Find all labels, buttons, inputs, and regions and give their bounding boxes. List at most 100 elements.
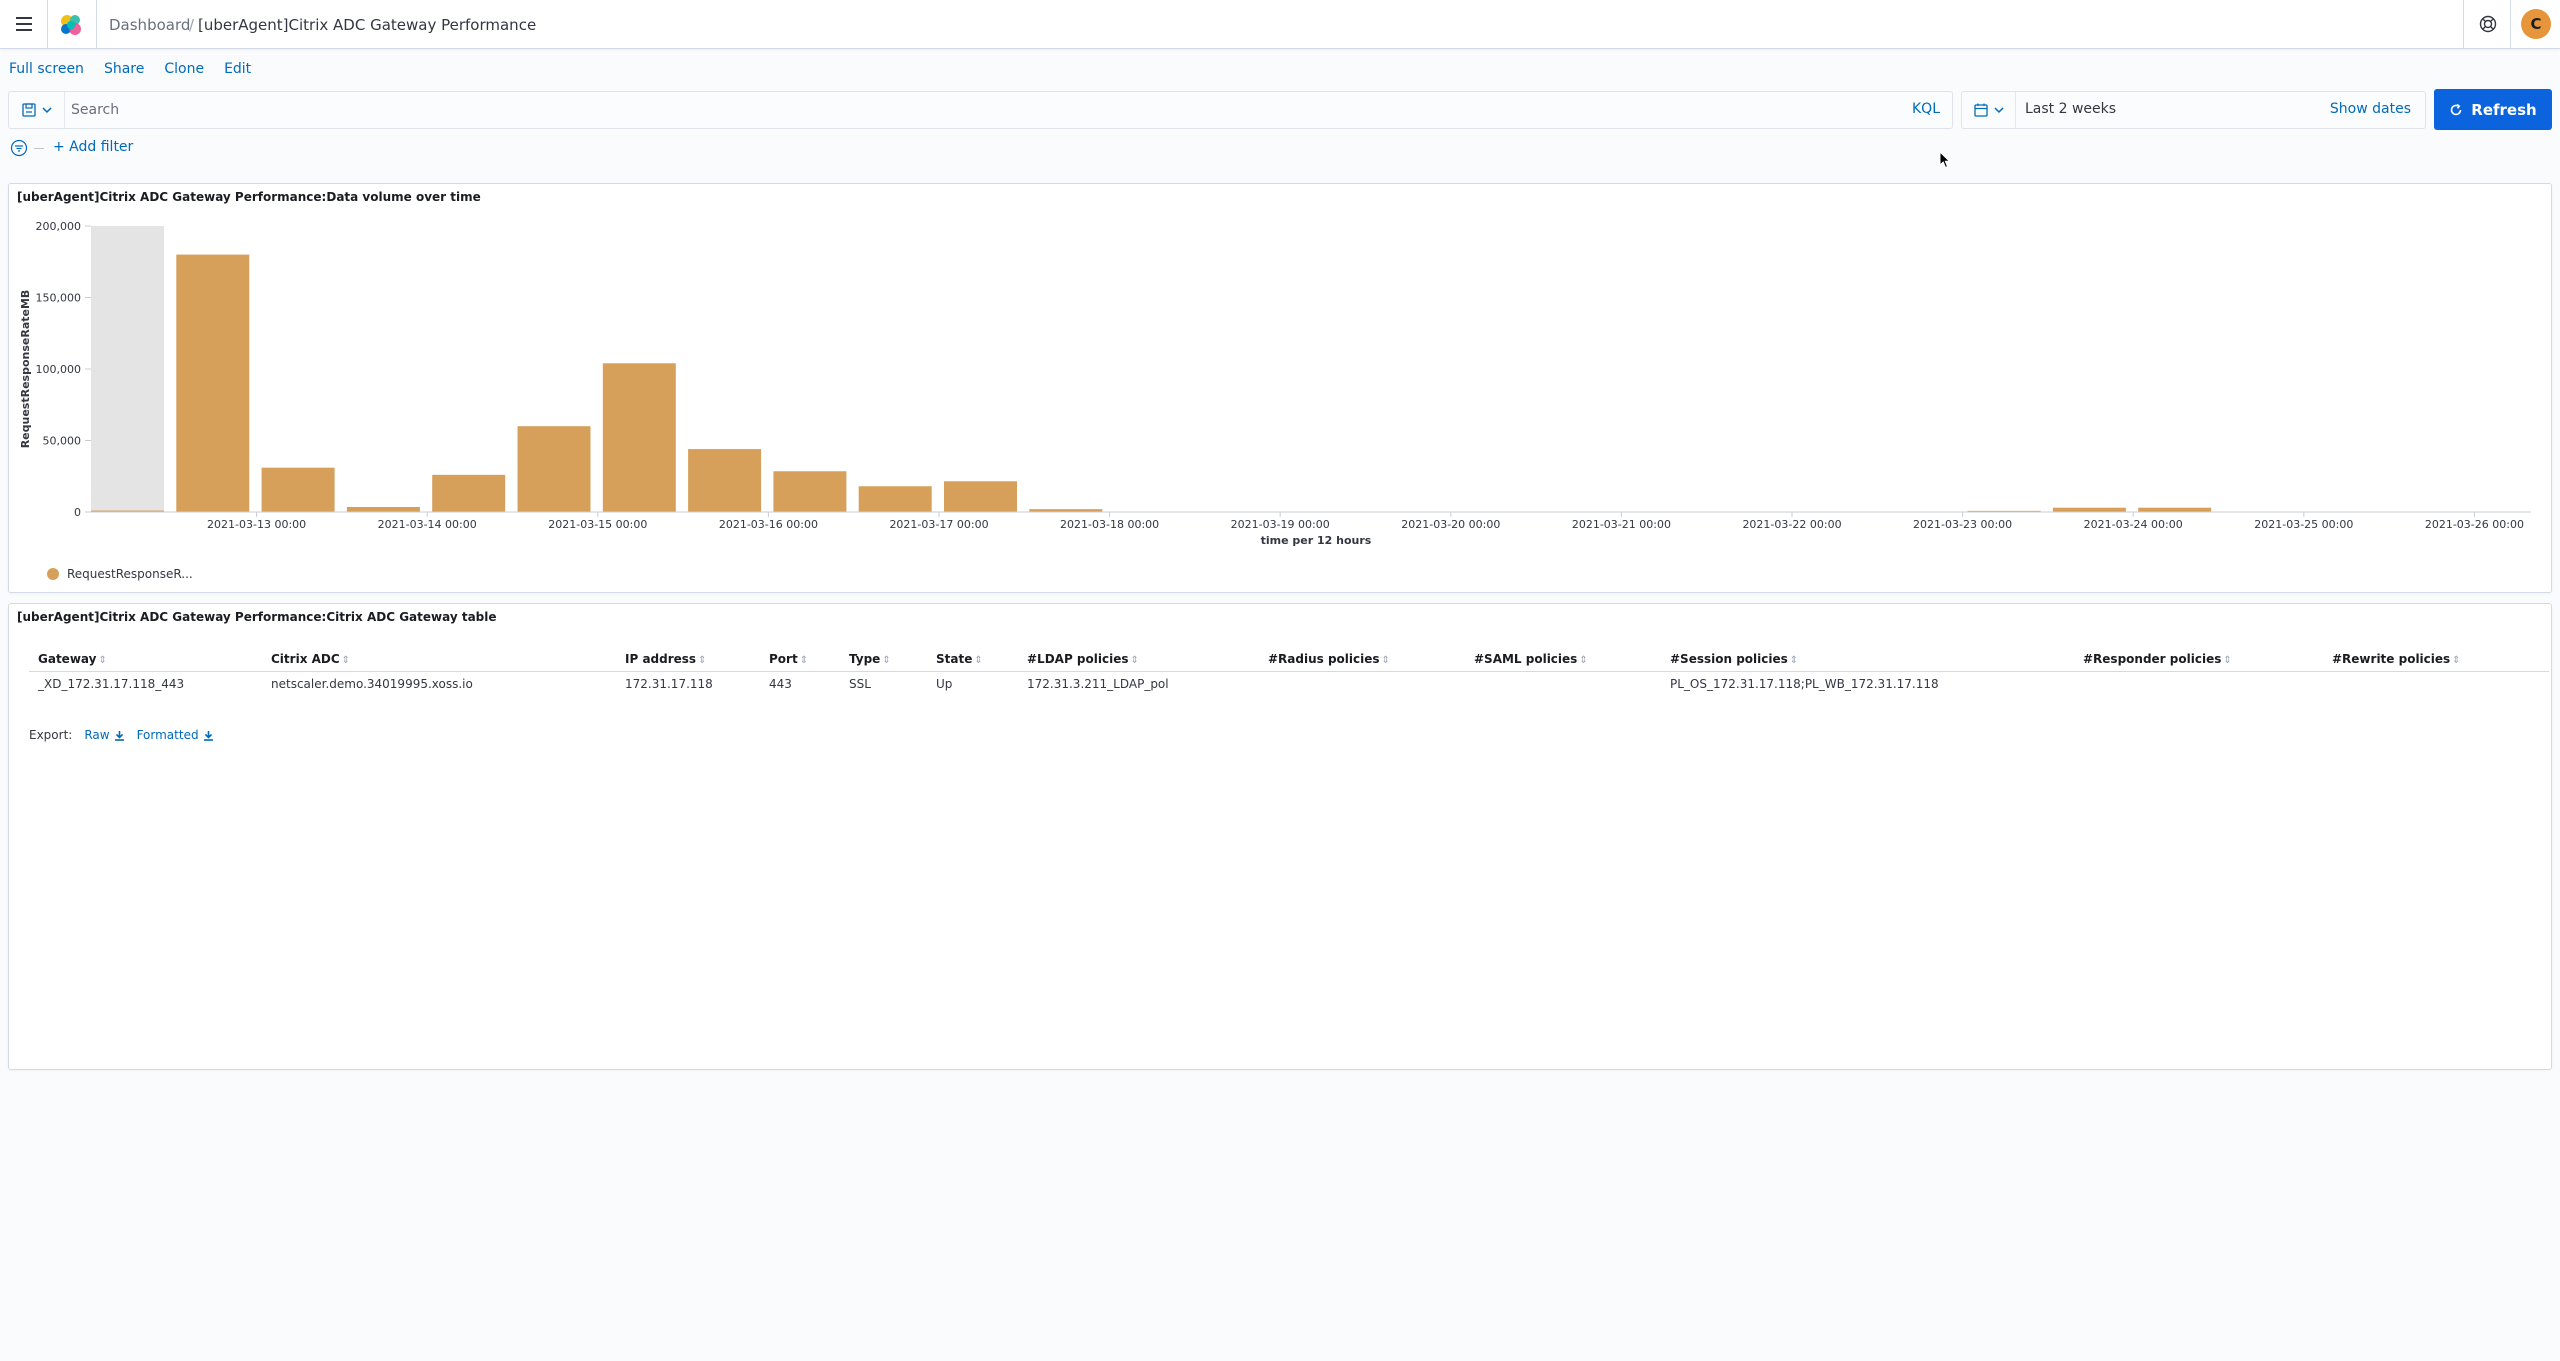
cell-ldap-policies: 172.31.3.211_LDAP_pol xyxy=(1027,677,1169,691)
x-tick-label: 2021-03-21 00:00 xyxy=(1572,518,1671,531)
col-citrix-adc[interactable]: Citrix ADC ⇕ xyxy=(271,652,351,666)
refresh-label: Refresh xyxy=(2471,100,2537,119)
table-header: Gateway ⇕ Citrix ADC ⇕ IP address ⇕ Port ⇕ T… xyxy=(29,650,2549,672)
y-axis-label: RequestResponseRateMB xyxy=(19,290,32,449)
mouse-cursor-icon xyxy=(1939,151,1951,169)
x-tick-label: 2021-03-23 00:00 xyxy=(1913,518,2012,531)
x-tick-label: 2021-03-26 00:00 xyxy=(2425,518,2524,531)
elastic-logo[interactable] xyxy=(58,12,84,38)
add-filter-button[interactable]: + Add filter xyxy=(53,139,134,155)
filter-options-icon[interactable] xyxy=(10,139,28,157)
cell-port: 443 xyxy=(769,677,792,691)
x-tick-label: 2021-03-20 00:00 xyxy=(1401,518,1500,531)
chart-bar xyxy=(517,426,591,512)
edit-link[interactable]: Edit xyxy=(224,61,252,77)
table-panel-title: [uberAgent]Citrix ADC Gateway Performanc… xyxy=(17,610,497,624)
col-state[interactable]: State ⇕ xyxy=(936,652,983,666)
col-port[interactable]: Port ⇕ xyxy=(769,652,809,666)
col-gateway[interactable]: Gateway ⇕ xyxy=(38,652,107,666)
quick-date-button[interactable] xyxy=(1962,92,2016,128)
col-ip-address[interactable]: IP address ⇕ xyxy=(625,652,707,666)
x-tick-label: 2021-03-14 00:00 xyxy=(378,518,477,531)
saved-query-button[interactable] xyxy=(9,92,65,128)
header-divider xyxy=(47,0,48,48)
chart-bar xyxy=(688,449,762,512)
chart-panel: [uberAgent]Citrix ADC Gateway Performanc… xyxy=(8,183,2552,593)
x-axis-label: time per 12 hours xyxy=(1261,534,1372,547)
chevron-down-icon xyxy=(1993,107,2004,114)
col-rewrite-policies[interactable]: #Rewrite policies ⇕ xyxy=(2332,652,2461,666)
chart-bar xyxy=(2052,507,2126,512)
date-range-text[interactable]: Last 2 weeks xyxy=(2025,101,2117,117)
save-icon xyxy=(21,103,36,117)
filter-divider xyxy=(34,148,44,149)
col-type[interactable]: Type ⇕ xyxy=(849,652,891,666)
chart-bar xyxy=(91,510,164,512)
header-divider xyxy=(2510,0,2511,48)
chart-bar xyxy=(2138,507,2212,512)
col-radius-policies[interactable]: #Radius policies ⇕ xyxy=(1268,652,1390,666)
cell-gateway: _XD_172.31.17.118_443 xyxy=(38,677,185,691)
full-screen-link[interactable]: Full screen xyxy=(9,61,84,77)
cell-ip-address: 172.31.17.118 xyxy=(625,677,713,691)
chart-bar xyxy=(944,481,1017,512)
x-tick-label: 2021-03-22 00:00 xyxy=(1742,518,1841,531)
cell-citrix-adc: netscaler.demo.34019995.xoss.io xyxy=(271,677,473,691)
col-ldap-policies[interactable]: #LDAP policies ⇕ xyxy=(1027,652,1139,666)
col-responder-policies[interactable]: #Responder policies ⇕ xyxy=(2083,652,2232,666)
export-bar: Export: Raw Formatted xyxy=(29,728,214,742)
share-link[interactable]: Share xyxy=(103,61,145,77)
chart-bar xyxy=(346,506,420,512)
chart-bar xyxy=(602,363,676,512)
x-tick-label: 2021-03-17 00:00 xyxy=(889,518,988,531)
app-header: Dashboard / [uberAgent]Citrix ADC Gatewa… xyxy=(0,0,2560,49)
x-tick-label: 2021-03-18 00:00 xyxy=(1060,518,1159,531)
x-tick-label: 2021-03-13 00:00 xyxy=(207,518,306,531)
clone-link[interactable]: Clone xyxy=(164,61,205,77)
header-divider xyxy=(96,0,97,48)
legend-label: RequestResponseR... xyxy=(67,567,193,581)
chevron-down-icon xyxy=(41,107,52,114)
download-icon xyxy=(114,730,124,741)
date-picker: Last 2 weeks Show dates xyxy=(1961,91,2426,129)
refresh-icon xyxy=(2451,103,2462,115)
col-saml-policies[interactable]: #SAML policies ⇕ xyxy=(1474,652,1588,666)
chart-panel-title: [uberAgent]Citrix ADC Gateway Performanc… xyxy=(17,190,481,204)
breadcrumb-dashboard[interactable]: Dashboard xyxy=(109,16,191,34)
col-session-policies[interactable]: #Session policies ⇕ xyxy=(1670,652,1799,666)
menu-icon[interactable] xyxy=(12,12,36,36)
chart-bar xyxy=(1029,509,1103,512)
y-tick-label: 150,000 xyxy=(36,292,82,305)
x-tick-label: 2021-03-15 00:00 xyxy=(548,518,647,531)
export-formatted-link[interactable]: Formatted xyxy=(137,728,214,742)
chart-bar xyxy=(261,467,335,512)
refresh-button[interactable]: Refresh xyxy=(2434,89,2552,130)
chart-bar xyxy=(773,471,847,512)
download-icon xyxy=(203,730,213,741)
cell-session-policies: PL_OS_172.31.17.118;PL_WB_172.31.17.118 xyxy=(1670,677,1939,691)
header-divider xyxy=(2463,0,2464,48)
breadcrumb-separator: / xyxy=(189,16,195,34)
x-tick-label: 2021-03-19 00:00 xyxy=(1231,518,1330,531)
user-avatar[interactable]: C xyxy=(2521,9,2551,39)
legend-swatch xyxy=(47,568,59,580)
x-tick-label: 2021-03-25 00:00 xyxy=(2254,518,2353,531)
table-panel: [uberAgent]Citrix ADC Gateway Performanc… xyxy=(8,603,2552,1070)
show-dates-link[interactable]: Show dates xyxy=(2329,101,2411,117)
chart-legend[interactable]: RequestResponseR... xyxy=(47,567,193,581)
help-icon[interactable] xyxy=(2478,14,2498,34)
export-label: Export: xyxy=(29,728,73,742)
y-tick-label: 0 xyxy=(74,506,81,519)
export-raw-link[interactable]: Raw xyxy=(84,728,124,742)
partial-bucket-bg xyxy=(91,226,164,512)
y-tick-label: 50,000 xyxy=(43,435,82,448)
query-bar: KQL xyxy=(8,91,1953,129)
search-input[interactable] xyxy=(71,100,1871,120)
x-tick-label: 2021-03-16 00:00 xyxy=(719,518,818,531)
kql-toggle[interactable]: KQL xyxy=(1912,101,1940,117)
y-tick-label: 200,000 xyxy=(36,220,82,233)
chart-bar xyxy=(858,486,932,512)
x-tick-label: 2021-03-24 00:00 xyxy=(2084,518,2183,531)
chart-bar xyxy=(176,254,250,512)
dashboard-top-nav: Full screen Share Clone Edit xyxy=(9,61,251,79)
